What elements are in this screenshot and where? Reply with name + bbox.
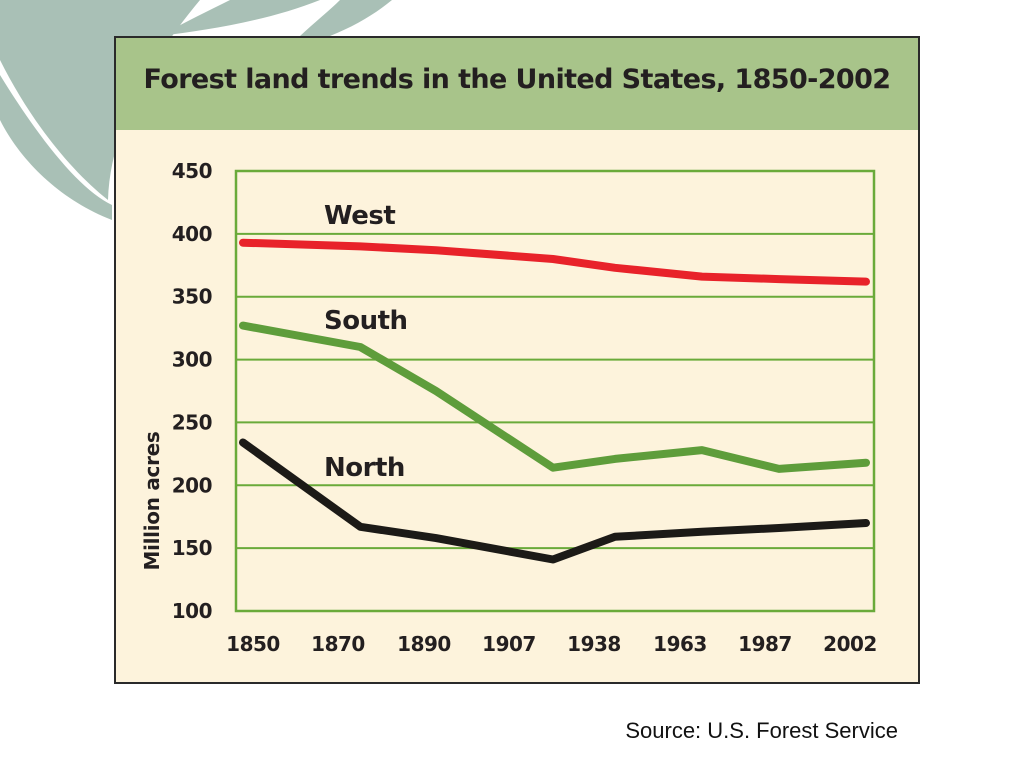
x-tick-label: 2002 xyxy=(823,632,877,656)
leaf-shape xyxy=(0,75,112,220)
y-tick-label: 350 xyxy=(172,285,212,309)
x-tick-label: 1870 xyxy=(311,632,365,656)
x-tick-label: 1850 xyxy=(226,632,280,656)
x-tick-label: 1890 xyxy=(397,632,451,656)
y-axis-label: Million acres xyxy=(140,431,164,570)
x-tick-label: 1987 xyxy=(738,632,792,656)
source-note: Source: U.S. Forest Service xyxy=(625,718,898,743)
title-band: Forest land trends in the United States,… xyxy=(116,38,918,130)
y-tick-label: 100 xyxy=(172,599,212,623)
plot-area xyxy=(234,169,876,613)
y-tick-label: 400 xyxy=(172,222,212,246)
x-tick-label: 1963 xyxy=(653,632,707,656)
chart-frame: Forest land trends in the United States,… xyxy=(114,36,920,684)
y-tick-label: 250 xyxy=(172,410,212,434)
leaf-shape xyxy=(160,0,320,36)
series-line-south xyxy=(239,321,870,473)
series-line-north xyxy=(239,438,870,564)
series-label-north: North xyxy=(324,453,405,483)
series-label-west: West xyxy=(324,201,395,231)
x-tick-label: 1907 xyxy=(482,632,536,656)
chart-title: Forest land trends in the United States,… xyxy=(143,64,892,95)
series-line-west xyxy=(239,238,870,286)
leaf-shape xyxy=(300,0,392,36)
x-tick-label: 1938 xyxy=(567,632,621,656)
y-tick-label: 300 xyxy=(172,348,212,372)
y-tick-label: 200 xyxy=(172,473,212,497)
y-tick-label: 150 xyxy=(172,536,212,560)
series-label-south: South xyxy=(324,306,408,336)
line-chart: 450 400 350 300 250 200 150 100 1850 1870 1890 1907… xyxy=(140,159,877,656)
y-tick-label: 450 xyxy=(172,159,212,183)
